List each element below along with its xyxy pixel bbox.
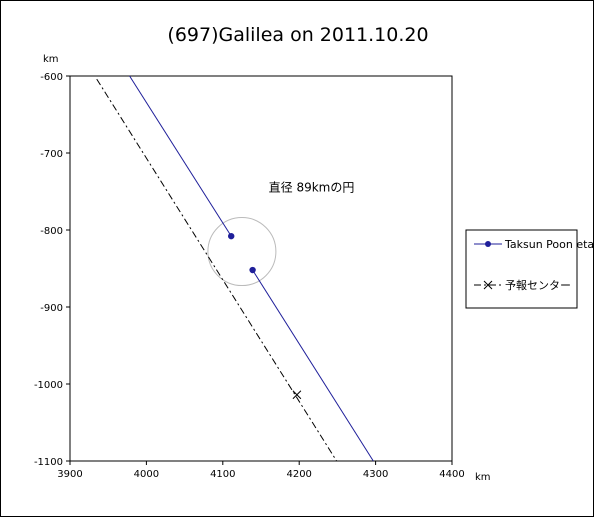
legend-label-series-2: 予報センター: [505, 279, 571, 292]
legend: Taksun Poon etal. 予報センター: [465, 229, 594, 309]
y-tick-label: -1100: [34, 457, 63, 468]
y-tick-label: -900: [40, 303, 63, 314]
plot-area: [69, 75, 453, 462]
series-1-line: [129, 75, 232, 237]
y-axis: -600 -700 -800 -900 -1000 -1100: [34, 72, 70, 468]
y-tick-label: -800: [40, 226, 63, 237]
legend-box: [465, 229, 578, 309]
y-tick-label: -600: [40, 72, 63, 83]
x-tick-label: 4200: [286, 469, 311, 480]
legend-marker-series-2: [483, 280, 493, 290]
y-axis-label: km: [43, 54, 59, 65]
circle-annotation: 直径 89kmの円: [269, 181, 355, 195]
x-tick-label: 4400: [439, 469, 464, 480]
diameter-circle: [207, 217, 277, 287]
x-tick-label: 4000: [134, 469, 159, 480]
x-axis: 3900 4000 4100 4200 4300 4400: [57, 461, 465, 480]
chart-title: (697)Galilea on 2011.10.20: [167, 24, 428, 46]
series-1-point: [249, 266, 256, 274]
series-1-line: [252, 269, 374, 462]
series-1-point: [228, 232, 235, 240]
legend-marker-series-1: [485, 241, 491, 247]
legend-label-series-1: Taksun Poon etal.: [504, 238, 593, 251]
y-tick-label: -700: [40, 149, 63, 160]
y-tick-label: -1000: [34, 380, 63, 391]
x-tick-label: 4300: [363, 469, 388, 480]
series-2-line: [96, 78, 338, 462]
x-tick-label: 4100: [210, 469, 235, 480]
series-2-point: [292, 390, 302, 400]
x-tick-label: 3900: [57, 469, 82, 480]
plot-marks: [96, 75, 374, 462]
x-axis-label: km: [475, 472, 491, 483]
